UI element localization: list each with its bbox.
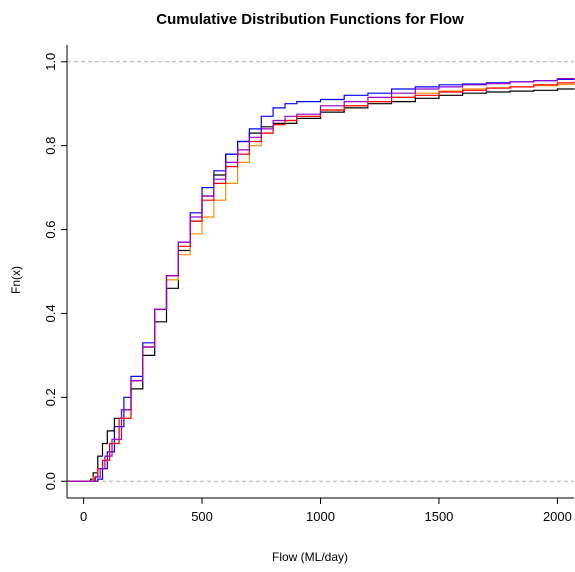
y-tick-label-0.8: 0.8 [43,137,58,155]
x-axis-label: Flow (ML/day) [272,550,348,564]
x-tick-label-2000: 2000 [543,509,572,524]
y-tick-label-0.2: 0.2 [43,388,58,406]
series-group [67,77,575,482]
series-line-3 [67,81,575,482]
y-tick-label-0.6: 0.6 [43,221,58,239]
series-line-0 [67,88,575,482]
y-tick-label-1.0: 1.0 [43,53,58,71]
reference-lines [67,61,574,482]
x-tick-label-0: 0 [80,509,87,524]
series-line-2 [67,83,575,482]
series-line-4 [67,77,575,482]
y-tick-label-0.0: 0.0 [43,472,58,490]
series-line-1 [67,78,575,482]
x-tick-label-1500: 1500 [424,509,453,524]
x-tick-label-500: 500 [191,509,213,524]
x-tick-label-1000: 1000 [306,509,335,524]
chart-title: Cumulative Distribution Functions for Fl… [156,11,464,28]
y-axis-label: Fn(x) [9,266,23,294]
axes: 0 500 1000 1500 2000 0.0 0.2 0.4 0.6 0.8 1.0 [43,45,574,524]
y-tick-label-0.4: 0.4 [43,304,58,322]
